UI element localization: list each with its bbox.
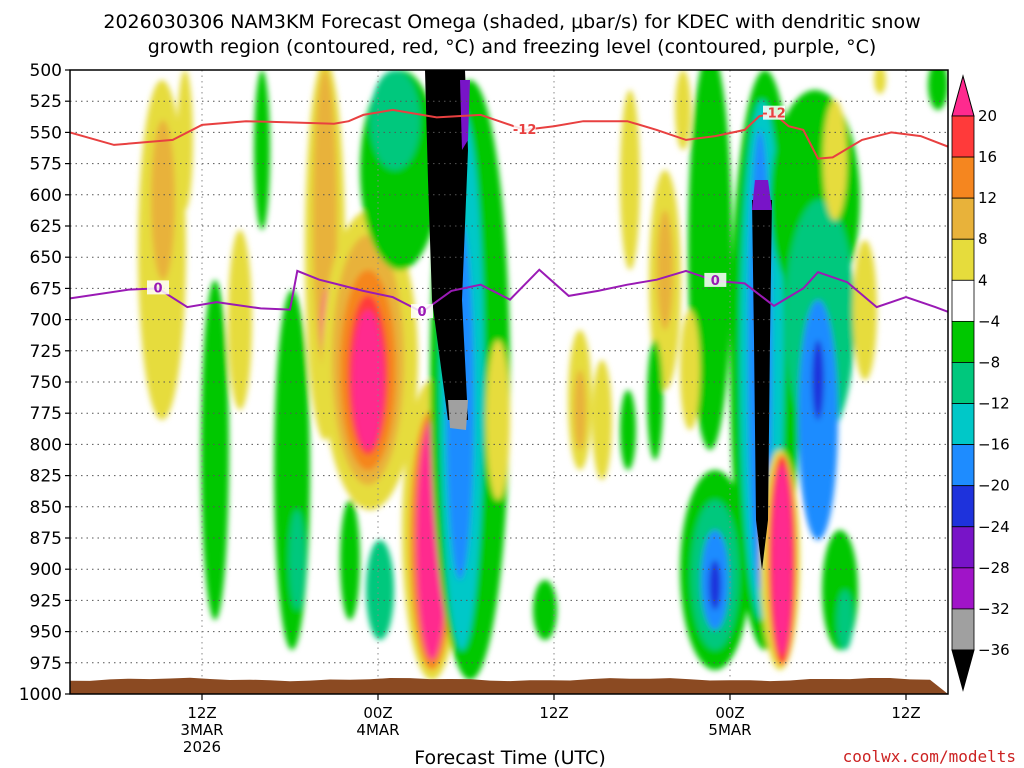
x-tick-label: 12Z	[891, 704, 920, 722]
y-tick-label: 875	[30, 529, 62, 549]
ground-surface	[70, 677, 948, 694]
colorbar-segment	[951, 238, 975, 281]
colorbar-tick-label: −36	[978, 641, 1010, 659]
contour-label-bg	[411, 304, 433, 319]
colorbar: 20 16 12 8 4 −4 −8 −12 −16 −20 −24 −28 −32 −36	[951, 74, 1010, 692]
colorbar-segment	[951, 320, 975, 363]
y-tick-label: 525	[30, 92, 62, 112]
colorbar-tick-label: 12	[978, 189, 997, 207]
colorbar-tick-label: 20	[978, 107, 997, 125]
colorbar-segment	[951, 567, 975, 610]
x-tick-label: 12Z	[539, 704, 568, 722]
colorbar-tick-label: −12	[978, 395, 1010, 413]
chart-title-line1: 2026030306 NAM3KM Forecast Omega (shaded…	[103, 11, 920, 33]
y-tick-label: 700	[30, 311, 62, 331]
y-tick-label: 975	[30, 654, 62, 674]
contour-label: -12	[997, 128, 1021, 143]
contour-label-bg	[513, 121, 536, 136]
contour-label: 0	[153, 281, 162, 296]
contour-label: 0	[711, 274, 720, 289]
y-tick-label: 850	[30, 498, 62, 518]
y-tick-label: 775	[30, 404, 62, 424]
colorbar-tick-label: 4	[978, 271, 988, 289]
y-tick-label: 900	[30, 560, 62, 580]
colorbar-segment	[951, 156, 975, 199]
colorbar-segment	[951, 403, 975, 446]
colorbar-segment	[951, 279, 975, 322]
x-tick-label: 00Z	[363, 704, 392, 722]
y-tick-label: 925	[30, 591, 62, 611]
x-tick-label: 5MAR	[708, 721, 751, 739]
y-tick-label: 950	[30, 623, 62, 643]
colorbar-tick-label: −20	[978, 477, 1010, 495]
y-tick-label: 500	[30, 61, 62, 81]
contour-label-bg	[704, 272, 727, 287]
y-tick-label: 1000	[19, 685, 62, 705]
contour-label-bg	[763, 105, 785, 120]
contour-line-0	[70, 108, 948, 160]
colorbar-segment	[951, 608, 975, 651]
credit-text: coolwx.com/modelts	[843, 747, 1016, 766]
y-tick-label: 600	[30, 186, 62, 206]
y-tick-label: 575	[30, 155, 62, 175]
colorbar-tick-label: −16	[978, 436, 1010, 454]
y-tick-label: 550	[30, 123, 62, 143]
x-tick-label: 00Z	[715, 704, 744, 722]
contour-label-bg	[998, 127, 1020, 141]
x-tick-label: 12Z	[187, 704, 216, 722]
contour-line-1	[70, 268, 948, 314]
contour-label: -12	[513, 123, 537, 138]
y-tick-label: 800	[30, 435, 62, 455]
colorbar-segment	[951, 362, 975, 404]
x-tick-label: 3MAR	[180, 721, 223, 739]
colorbar-tick-label: −28	[978, 559, 1010, 577]
colorbar-tick-label: 16	[978, 148, 997, 166]
y-tick-label: 825	[30, 467, 62, 487]
y-tick-label: 750	[30, 373, 62, 393]
colorbar-segment	[951, 485, 975, 528]
y-axis: 500 525 550 575 600 625 650 675 700 725 750 775 800 8…	[19, 61, 70, 705]
chart-title-line2: growth region (contoured, red, °C) and f…	[148, 36, 877, 58]
contour-lines: -12 -12 -12 0 0 0	[70, 105, 1021, 320]
colorbar-tick-label: 8	[978, 230, 988, 248]
colorbar-tick-label: −8	[978, 353, 1000, 371]
x-tick-label: 4MAR	[356, 721, 399, 739]
y-tick-label: 625	[30, 217, 62, 237]
colorbar-tick-label: −4	[978, 312, 1000, 330]
colorbar-tick-label: −24	[978, 518, 1010, 536]
x-axis-label: Forecast Time (UTC)	[414, 747, 605, 768]
contour-label: -12	[762, 107, 786, 122]
contour-label-bg	[147, 280, 169, 295]
y-tick-label: 650	[30, 248, 62, 268]
colorbar-top-arrow	[951, 74, 975, 117]
contour-label: 0	[417, 305, 426, 320]
x-tick-label: 2026	[183, 738, 221, 756]
y-tick-label: 725	[30, 342, 62, 362]
colorbar-bottom-arrow	[951, 649, 975, 692]
colorbar-segment	[951, 444, 975, 487]
colorbar-segment	[951, 526, 975, 569]
colorbar-tick-label: −32	[978, 600, 1010, 618]
colorbar-segment	[951, 197, 975, 240]
y-tick-label: 675	[30, 279, 62, 299]
colorbar-segment	[951, 115, 975, 158]
